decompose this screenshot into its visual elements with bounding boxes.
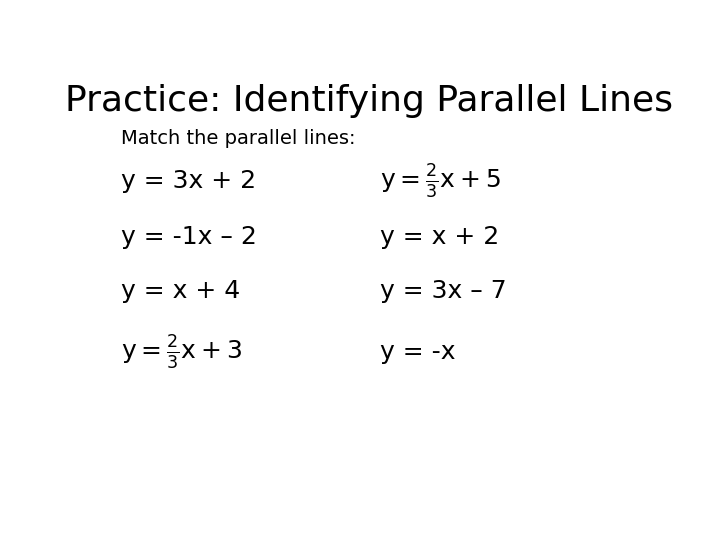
Text: y = -x: y = -x	[380, 340, 456, 364]
Text: $\mathsf{y = \frac{2}{3}x + 5}$: $\mathsf{y = \frac{2}{3}x + 5}$	[380, 163, 501, 200]
Text: y = -1x – 2: y = -1x – 2	[121, 225, 256, 249]
Text: $\mathsf{y = \frac{2}{3}x + 3}$: $\mathsf{y = \frac{2}{3}x + 3}$	[121, 333, 242, 370]
Text: Practice: Identifying Parallel Lines: Practice: Identifying Parallel Lines	[65, 84, 673, 118]
Text: y = x + 2: y = x + 2	[380, 225, 500, 249]
Text: y = 3x + 2: y = 3x + 2	[121, 169, 256, 193]
Text: y = x + 4: y = x + 4	[121, 279, 240, 303]
Text: Match the parallel lines:: Match the parallel lines:	[121, 129, 355, 149]
Text: y = 3x – 7: y = 3x – 7	[380, 279, 507, 303]
